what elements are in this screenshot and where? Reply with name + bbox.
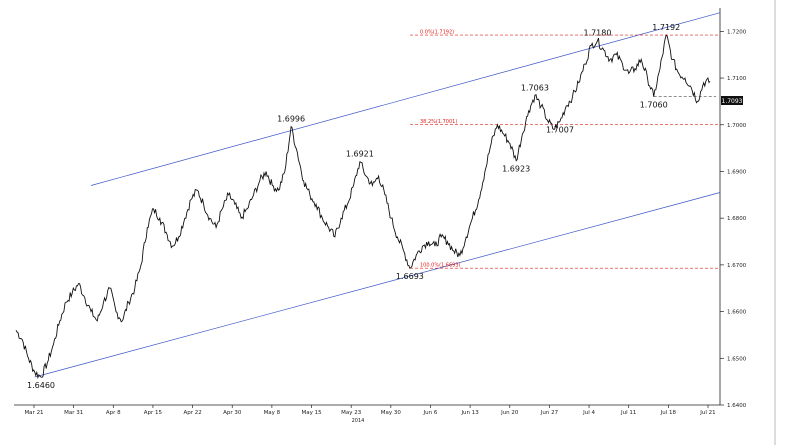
channel-lines: [34, 12, 721, 378]
x-tick-label-11: Jun 13: [460, 410, 479, 416]
x-tick-label-12: Jun 20: [500, 410, 519, 416]
x-tick-label-4: Apr 22: [183, 410, 201, 416]
price-annotation-8: 1.7192: [652, 23, 680, 32]
price-annotation-9: 1.7060: [640, 101, 668, 110]
price-annotation-7: 1.7180: [583, 29, 611, 38]
last-price-label: 1.7093: [722, 98, 743, 105]
plot-area: [14, 8, 720, 405]
price-annotation-3: 1.6693: [396, 272, 424, 281]
x-tick-label-14: Jul 4: [582, 410, 595, 416]
y-tick-label-7: 1.7100: [727, 76, 747, 82]
y-tick-label-1: 1.6500: [727, 356, 747, 362]
x-tick-label-10: Jun 6: [423, 410, 438, 416]
x-tick-label-16: Jul 18: [660, 410, 677, 416]
y-axis: 1.6400 1.6500 1.6600 1.6700 1.6800 1.6900 1.70…: [720, 29, 747, 409]
x-tick-label-15: Jul 11: [620, 410, 636, 416]
x-tick-label-1: Mar 31: [64, 410, 83, 416]
x-tick-label-7: May 15: [301, 410, 322, 416]
price-annotations: 1.6460 1.6996 1.6921 1.6693 1.7063 1.6923 1.70…: [27, 23, 680, 390]
y-tick-label-8: 1.7200: [727, 29, 747, 35]
x-tick-label-5: Apr 30: [223, 410, 242, 416]
price-series: [15, 34, 711, 380]
x-tick-label-2: Apr 8: [106, 410, 121, 416]
last-price-box: [721, 96, 743, 105]
x-axis: Mar 21 Mar 31 Apr 8 Apr 15 Apr 22 Apr 30 May 8…: [24, 405, 716, 416]
fib-level-label-0: 0.0%(1.7192): [420, 30, 454, 36]
price-line: [15, 34, 711, 380]
price-annotation-6: 1.7007: [546, 125, 574, 134]
y-tick-label-2: 1.6600: [727, 310, 747, 316]
y-tick-label-0: 1.6400: [727, 403, 747, 409]
x-tick-label-13: Jun 27: [540, 410, 559, 416]
channel-upper-line: [90, 12, 721, 186]
price-annotation-4: 1.7063: [521, 83, 549, 92]
price-annotation-2: 1.6921: [346, 150, 374, 159]
price-annotation-1: 1.6996: [277, 115, 305, 124]
y-tick-label-3: 1.6700: [727, 263, 747, 269]
fib-level-label-2: 100.0%(1.6693): [420, 263, 461, 269]
channel-lower-line: [34, 192, 721, 378]
x-tick-label-3: Apr 15: [144, 410, 163, 416]
y-tick-label-5: 1.6900: [727, 169, 747, 175]
price-annotation-0: 1.6460: [27, 381, 55, 390]
last-price-marker: 1.7093: [721, 96, 743, 105]
price-annotation-5: 1.6923: [502, 165, 530, 174]
y-tick-label-6: 1.7000: [727, 123, 747, 129]
x-tick-label-9: May 30: [381, 410, 402, 416]
fib-level-label-1: 38.2%(1.7001): [420, 119, 457, 125]
x-tick-label-0: Mar 21: [24, 410, 43, 416]
y-tick-label-4: 1.6800: [727, 216, 747, 222]
x-tick-label-6: May 8: [264, 410, 281, 416]
x-tick-label-8: May 23: [341, 410, 362, 416]
x-tick-label-17: Jul 21: [699, 410, 715, 416]
x-axis-title: 2014: [352, 418, 365, 424]
